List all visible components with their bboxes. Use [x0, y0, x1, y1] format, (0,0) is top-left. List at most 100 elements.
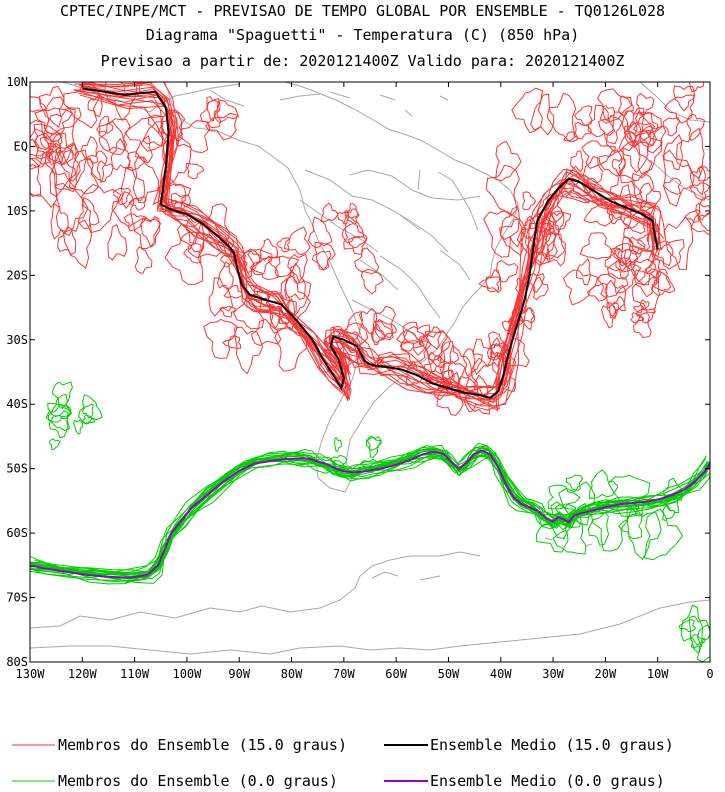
ensemble-member-15c-cell [343, 222, 368, 250]
ensemble-member-15c-cell [185, 217, 202, 244]
ensemble-member-15c-cell [524, 227, 557, 267]
ensemble-member-15c-cell [126, 151, 147, 171]
ensemble-member-15c-cell [597, 116, 623, 145]
ensemble-member-15c-cell [234, 326, 264, 375]
x-tick-label: 90W [228, 667, 250, 681]
ensemble-member-15c-cell [602, 105, 616, 122]
ensemble-member-15c-cell [508, 307, 524, 327]
x-tick-label: 50W [438, 667, 460, 681]
ensemble-member-15c-cell [341, 214, 365, 244]
ensemble-member-15c-cell [54, 182, 89, 237]
ensemble-member-15c-cell [535, 231, 558, 260]
ensemble-member-15c-cell [581, 140, 616, 169]
ensemble-member-15c-cell [689, 182, 710, 201]
ensemble-member-0c-cell [49, 438, 61, 451]
ensemble-member-15c-cell [499, 368, 516, 394]
ensemble-member-15c-cell [360, 270, 384, 295]
ensemble-member-15c-cell [613, 204, 628, 216]
ensemble-member-15c-cell [247, 248, 273, 276]
south-america-coastline [164, 82, 519, 493]
ensemble-member-15c-cell [610, 183, 633, 230]
ensemble-member-15c-cell [81, 183, 122, 234]
ensemble-members-0c [30, 381, 710, 662]
ensemble-member-15c-cell [267, 255, 300, 278]
ensemble-member-15c-cell [337, 209, 350, 225]
ensemble-member-15c-cell [613, 248, 632, 267]
ensemble-member-0c-cell [688, 615, 710, 655]
ensemble-member-15c-cell [46, 132, 74, 165]
ensemble-member-15c-cell [354, 247, 380, 273]
ensemble-member-0c-cell [680, 604, 704, 646]
ensemble-member-15c [77, 88, 662, 397]
ensemble-member-15c-cell [495, 140, 522, 182]
ensemble-member-0c-cell [334, 436, 342, 452]
ensemble-member-15c-cell [223, 285, 243, 299]
ensemble-member-15c-cell [113, 187, 132, 206]
ensemble-member-15c-cell [615, 257, 632, 279]
ensemble-member-15c-cell [107, 223, 128, 261]
ensemble-member-15c-cell [663, 133, 683, 171]
ensemble-member-15c-cell [690, 195, 710, 235]
y-tick-label: 10N [6, 75, 28, 89]
ensemble-member-15c-cell [515, 277, 527, 293]
y-tick-label: 10S [6, 204, 28, 218]
ensemble-member-15c-cell [203, 318, 238, 359]
ensemble-member-15c-cell [321, 202, 339, 223]
ensemble-member-15c-cell [478, 276, 500, 293]
ensemble-member-15c-cell [522, 191, 536, 211]
ensemble-member-15c-cell [337, 345, 362, 369]
ensemble-member-15c-cell [597, 88, 633, 124]
y-tick-label: 70S [6, 591, 28, 605]
ensemble-member-15c-cell [676, 127, 705, 180]
ensemble-member-15c-cell [249, 256, 281, 280]
ensemble-member-15c-cell [124, 114, 164, 152]
ensemble-member-15c-cell [628, 122, 656, 143]
legend-label-mean-15c: Ensemble Medio (15.0 graus) [430, 736, 674, 754]
ensemble-member-15c-cell [98, 121, 128, 152]
ensemble-member-15c-cell [631, 172, 655, 209]
ensemble-member-15c-cell [639, 182, 662, 214]
ensemble-member-15c-cell [686, 113, 705, 142]
ensemble-member-15c-cell [164, 231, 205, 285]
ensemble-member-15c-cell [635, 308, 656, 324]
ensemble-member-15c-cell [30, 120, 52, 157]
ensemble-member-15c-cell [396, 321, 425, 344]
ensemble-member-15c-cell [283, 226, 311, 255]
ensemble-member-15c-cell [96, 115, 114, 134]
ensemble-member-15c-cell [274, 326, 308, 372]
ensemble-member-15c-cell [276, 237, 290, 253]
ensemble-member-0c-cell [552, 518, 587, 555]
x-tick-label: 30W [542, 667, 564, 681]
ensemble-member-15c-cell [640, 299, 650, 311]
ensemble-member-15c-cell [572, 175, 591, 197]
ensemble-member-15c-cell [217, 261, 234, 291]
ensemble-member-15c-cell [399, 329, 422, 352]
ensemble-member-15c-cell [587, 104, 616, 138]
ensemble-member-0c-cell [360, 458, 378, 473]
ensemble-member-0c-cell [665, 492, 680, 514]
ensemble-member-15c-cell [133, 217, 162, 250]
ensemble-members-15c [30, 82, 710, 416]
ensemble-member-0c-cell [365, 435, 382, 458]
ensemble-member-15c-cell [437, 370, 460, 395]
central-america-coastline [61, 82, 449, 117]
ensemble-member-15c-cell [653, 268, 672, 292]
ensemble-member-15c-cell [617, 95, 634, 116]
ensemble-member-15c-cell [623, 111, 658, 148]
ensemble-member-15c-cell [34, 107, 74, 135]
legend-label-mean-0c: Ensemble Medio (0.0 graus) [430, 772, 665, 790]
ensemble-member-15c-cell [178, 120, 211, 154]
ensemble-member-15c-cell [57, 226, 77, 256]
x-tick-label: 120W [68, 667, 98, 681]
ensemble-member-15c-cell [424, 326, 442, 350]
chart-subtitle: Diagrama "Spaguetti" - Temperatura (C) (… [145, 26, 580, 44]
ensemble-member-15c-cell [636, 92, 655, 116]
ensemble-mean-layer [30, 87, 710, 579]
ensemble-member-15c-cell [132, 155, 160, 204]
ensemble-member-15c-cell [436, 371, 464, 416]
ensemble-member-15c-cell [600, 303, 617, 329]
ensemble-member-15c-cell [606, 111, 635, 153]
ensemble-member-15c-cell [608, 210, 622, 225]
x-tick-label: 80W [281, 667, 303, 681]
